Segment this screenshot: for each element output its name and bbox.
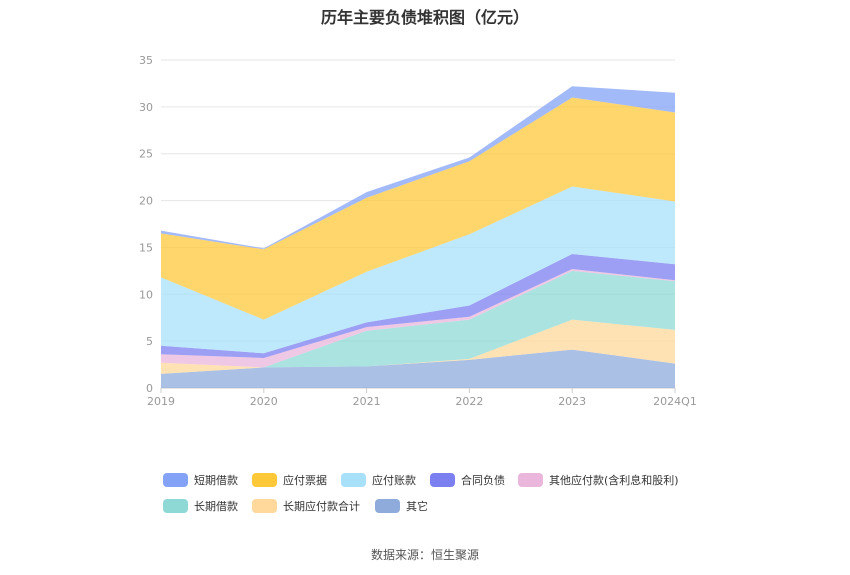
legend-item[interactable]: 合同负债 — [430, 472, 505, 488]
y-tick-label: 0 — [146, 382, 153, 395]
legend-label: 其它 — [406, 500, 428, 513]
data-source: 数据来源：恒生聚源 — [370, 548, 479, 562]
legend-label: 其他应付款(含利息和股利) — [549, 474, 679, 487]
area-series-7[interactable] — [161, 86, 675, 250]
area-series-6[interactable] — [161, 97, 675, 320]
area-series-3[interactable] — [161, 269, 675, 368]
chart-title: 历年主要负债堆积图（亿元） — [320, 8, 529, 27]
chart-plot: 0 5 10 15 20 25 30 35 2019 2020 2021 2022 2023 2024Q1 — [139, 54, 697, 408]
area-series-4[interactable] — [161, 254, 675, 358]
legend-item[interactable]: 长期借款 — [163, 498, 238, 514]
legend-swatch — [252, 499, 277, 513]
legend-swatch — [163, 473, 188, 487]
legend-item[interactable]: 长期应付款合计 — [252, 498, 360, 514]
area-series-0[interactable] — [161, 349, 675, 388]
x-tick-label: 2021 — [353, 395, 381, 408]
legend-item[interactable]: 应付账款 — [341, 472, 416, 488]
legend-label: 短期借款 — [194, 474, 238, 487]
legend-label: 应付票据 — [283, 474, 327, 487]
area-series-2[interactable] — [161, 270, 675, 368]
legend-item[interactable]: 其他应付款(含利息和股利) — [518, 472, 679, 488]
legend-item[interactable]: 其它 — [375, 498, 428, 514]
legend-swatch — [430, 473, 455, 487]
y-tick-label: 35 — [139, 54, 153, 67]
x-tick-label: 2022 — [455, 395, 483, 408]
legend-swatch — [252, 473, 277, 487]
y-tick-label: 25 — [139, 148, 153, 161]
x-tick-label: 2020 — [250, 395, 278, 408]
y-tick-label: 5 — [146, 335, 153, 348]
x-tick-label: 2019 — [147, 395, 175, 408]
y-tick-label: 20 — [139, 195, 153, 208]
legend-swatch — [341, 473, 366, 487]
area-series-1[interactable] — [161, 319, 675, 374]
legend-swatch — [375, 499, 400, 513]
legend-swatch — [163, 499, 188, 513]
legend-label: 长期借款 — [194, 500, 238, 513]
y-tick-label: 30 — [139, 101, 153, 114]
legend-item[interactable]: 应付票据 — [252, 472, 327, 488]
legend-item[interactable]: 短期借款 — [163, 472, 238, 488]
y-tick-label: 10 — [139, 288, 153, 301]
x-tick-label: 2023 — [558, 395, 586, 408]
x-tick-label: 2024Q1 — [653, 395, 697, 408]
area-series-5[interactable] — [161, 186, 675, 354]
y-tick-label: 15 — [139, 241, 153, 254]
legend-label: 长期应付款合计 — [283, 500, 360, 513]
legend-swatch — [518, 473, 543, 487]
legend-label: 合同负债 — [461, 474, 505, 487]
legend-label: 应付账款 — [372, 474, 416, 487]
